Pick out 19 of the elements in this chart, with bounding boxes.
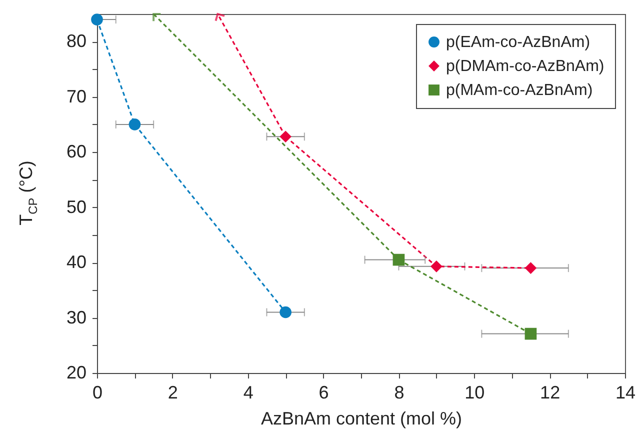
x-axis-title: AzBnAm content (mol %): [260, 408, 462, 428]
y-tick-label: 20: [66, 362, 86, 382]
y-tick-label: 60: [66, 142, 86, 162]
x-tick-label: 14: [615, 382, 636, 402]
y-tick-label: 50: [66, 196, 86, 217]
x-tick-label: 10: [464, 382, 485, 402]
legend-label: p(DMAm-co-AzBnAm): [446, 58, 604, 75]
x-tick-label: 6: [318, 382, 329, 402]
x-tick-label: 4: [243, 382, 254, 402]
x-tick-label: 8: [394, 382, 404, 402]
y-tick-label: 40: [66, 252, 86, 272]
x-tick-label: 12: [540, 382, 560, 402]
x-tick-label: 0: [92, 382, 103, 402]
y-tick-label: 30: [66, 307, 86, 328]
legend-label: p(MAm-co-AzBnAm): [446, 82, 593, 99]
x-tick-label: 2: [168, 382, 178, 402]
y-tick-label: 80: [66, 31, 86, 52]
y-tick-label: 70: [66, 86, 86, 106]
legend-label: p(EAm-co-AzBnAm): [446, 34, 590, 51]
